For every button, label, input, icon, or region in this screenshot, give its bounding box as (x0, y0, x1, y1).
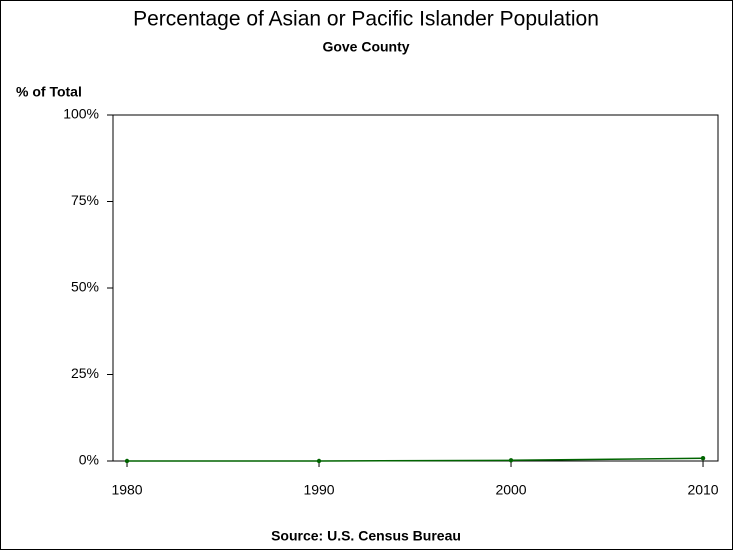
x-tick-label: 1990 (303, 482, 334, 498)
source-note: Source: U.S. Census Bureau (271, 528, 461, 544)
chart-title: Percentage of Asian or Pacific Islander … (133, 8, 599, 31)
data-point (124, 458, 130, 464)
data-point (700, 456, 706, 461)
x-tick-label: 2010 (687, 482, 718, 498)
y-tick-label: 100% (63, 106, 99, 122)
y-tick-label: 0% (79, 452, 99, 468)
chart-subtitle: Gove County (322, 39, 409, 55)
data-point (508, 458, 514, 463)
x-tick-label: 1980 (111, 482, 142, 498)
y-tick-label: 75% (71, 192, 99, 208)
data-point (316, 458, 322, 464)
x-tick-label: 2000 (495, 482, 526, 498)
y-tick-label: 50% (71, 279, 99, 295)
y-tick-label: 25% (71, 365, 99, 381)
y-axis-label: % of Total (16, 84, 82, 100)
data-line (127, 457, 704, 462)
